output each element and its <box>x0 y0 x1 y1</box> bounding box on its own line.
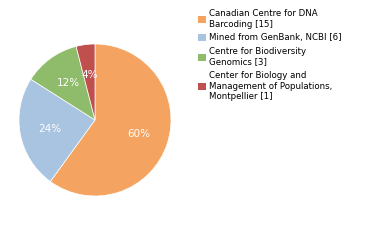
Wedge shape <box>76 44 95 120</box>
Wedge shape <box>19 79 95 181</box>
Wedge shape <box>31 46 95 120</box>
Text: 24%: 24% <box>39 124 62 133</box>
Wedge shape <box>50 44 171 196</box>
Text: 60%: 60% <box>127 129 150 139</box>
Text: 12%: 12% <box>57 78 80 88</box>
Legend: Canadian Centre for DNA
Barcoding [15], Mined from GenBank, NCBI [6], Centre for: Canadian Centre for DNA Barcoding [15], … <box>198 9 342 101</box>
Text: 4%: 4% <box>81 70 98 80</box>
